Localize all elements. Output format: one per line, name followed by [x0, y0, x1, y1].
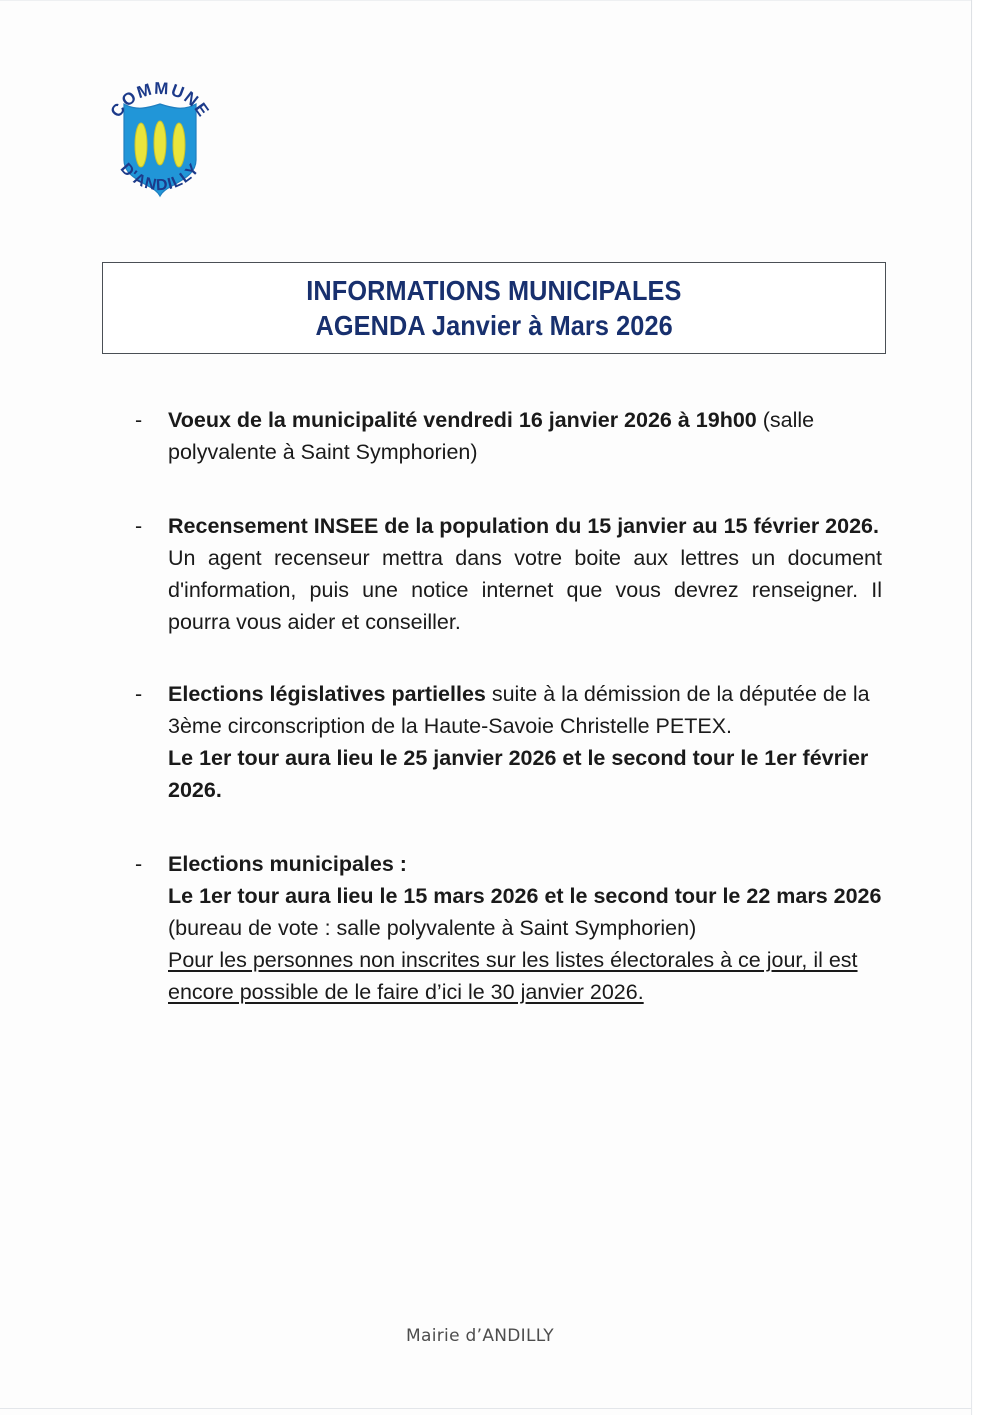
- bullet-dash: -: [135, 852, 143, 876]
- agenda-list: - Voeux de la municipalité vendredi 16 j…: [132, 404, 882, 1008]
- scan-margin-right: [973, 0, 1000, 1415]
- municipales-underlined-note: Pour les personnes non inscrites sur les…: [168, 948, 858, 1004]
- agenda-item-legislatives: - Elections législatives partielles suit…: [132, 678, 882, 806]
- legislatives-bold-lead: Elections législatives partielles: [168, 682, 486, 706]
- municipales-bold-lead: Elections municipales :: [168, 852, 407, 876]
- legislatives-followup: Le 1er tour aura lieu le 25 janvier 2026…: [168, 742, 882, 806]
- municipales-tours: Le 1er tour aura lieu le 15 mars 2026 et…: [168, 880, 882, 944]
- recensement-bold-lead: Recensement INSEE de la population du 15…: [168, 514, 879, 538]
- scan-edge-bottom: [0, 1408, 971, 1409]
- scan-edge-right: [971, 0, 972, 1415]
- municipales-regular-tail2: (bureau de vote : salle polyvalente à Sa…: [168, 916, 697, 940]
- scan-edge-top: [0, 0, 971, 1]
- charge-lozenge-1: [134, 122, 148, 168]
- recensement-paragraph: Un agent recenseur mettra dans votre boi…: [168, 546, 882, 634]
- commune-logo: COMMUNE D'ANDILLY: [100, 68, 220, 206]
- page-title-line-1: INFORMATIONS MUNICIPALES: [306, 274, 682, 306]
- spacer-1: [132, 468, 882, 510]
- voeux-regular-tail: (salle polyvalente à Saint Symphorien): [168, 408, 815, 464]
- legislatives-regular-tail: suite à la démission de la députée de la…: [168, 682, 870, 738]
- recensement-heading: Recensement INSEE de la population du 15…: [168, 510, 882, 542]
- page-footer: Mairie d’ANDILLY: [406, 1326, 554, 1346]
- bullet-dash: -: [135, 682, 143, 706]
- agenda-item-voeux: - Voeux de la municipalité vendredi 16 j…: [132, 404, 882, 468]
- title-box: INFORMATIONS MUNICIPALES AGENDA Janvier …: [102, 262, 886, 354]
- municipales-heading: Elections municipales :: [168, 848, 882, 880]
- spacer-3: [132, 806, 882, 848]
- municipales-bold-line2: Le 1er tour aura lieu le 15 mars 2026 et…: [168, 884, 882, 908]
- charge-lozenge-3: [172, 122, 186, 168]
- legislatives-text: Elections législatives partielles suite …: [168, 678, 882, 742]
- agenda-item-voeux-text: Voeux de la municipalité vendredi 16 jan…: [168, 404, 882, 468]
- charge-lozenge-2: [153, 120, 167, 166]
- bullet-dash: -: [135, 514, 143, 538]
- bullet-dash: -: [135, 408, 143, 432]
- voeux-bold-lead: Voeux de la municipalité vendredi 16 jan…: [168, 408, 757, 432]
- legislatives-bold-followup: Le 1er tour aura lieu le 25 janvier 2026…: [168, 746, 869, 802]
- agenda-item-municipales: - Elections municipales : Le 1er tour au…: [132, 848, 882, 1008]
- spacer-2: [132, 638, 882, 678]
- agenda-item-recensement: - Recensement INSEE de la population du …: [132, 510, 882, 638]
- municipales-note: Pour les personnes non inscrites sur les…: [168, 944, 882, 1008]
- page-title-line-2: AGENDA Janvier à Mars 2026: [315, 310, 673, 341]
